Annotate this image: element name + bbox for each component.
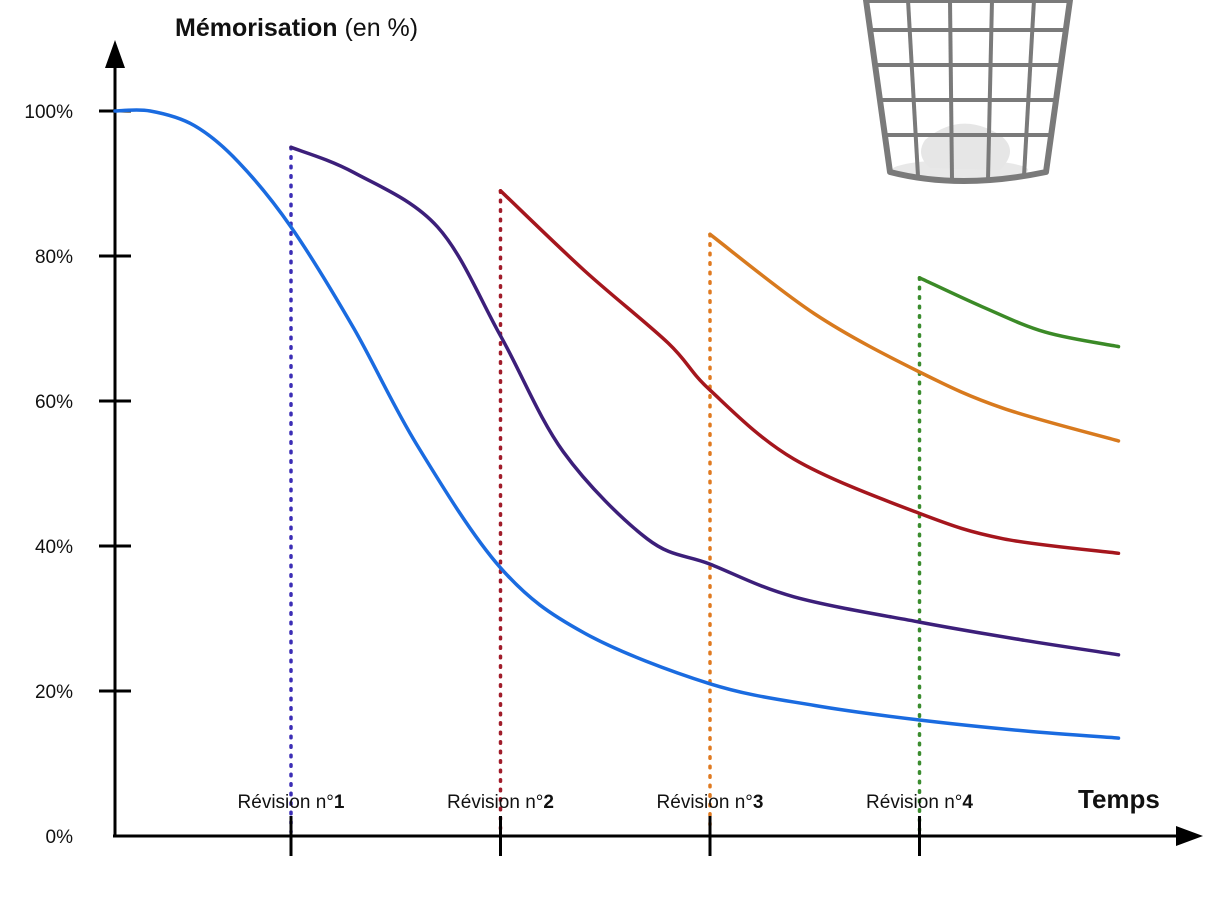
revision-4-label: Révision n°4 bbox=[866, 792, 973, 813]
revision-1-label: Révision n°1 bbox=[238, 792, 345, 813]
x-axis-arrow bbox=[1176, 826, 1203, 846]
y-tick-label: 80% bbox=[35, 247, 73, 268]
chart-title: Mémorisation (en %) bbox=[175, 14, 418, 42]
revision-3-label: Révision n°3 bbox=[657, 792, 764, 813]
y-axis-arrow bbox=[105, 40, 125, 68]
chart-title-rest: (en %) bbox=[338, 14, 419, 42]
revision-label-number: 4 bbox=[962, 792, 973, 813]
revision-label-prefix: Révision n° bbox=[866, 792, 962, 813]
revision-label-prefix: Révision n° bbox=[447, 792, 543, 813]
y-tick-label: 40% bbox=[35, 537, 73, 558]
y-tick-label: 0% bbox=[46, 827, 74, 848]
y-tick-label: 100% bbox=[24, 102, 73, 123]
revision-2-label: Révision n°2 bbox=[447, 792, 554, 813]
axes bbox=[105, 40, 1203, 846]
y-tick-label: 60% bbox=[35, 392, 73, 413]
series-0-line bbox=[113, 108, 1121, 740]
y-tick-label: 20% bbox=[35, 682, 73, 703]
revision-label-number: 1 bbox=[334, 792, 345, 813]
series-3-line bbox=[708, 232, 1121, 443]
chart-title-bold: Mémorisation bbox=[175, 14, 338, 42]
x-axis-label: Temps bbox=[1078, 784, 1160, 814]
series-1-line bbox=[289, 145, 1121, 657]
series-2-line bbox=[498, 189, 1121, 556]
revision-label-number: 3 bbox=[753, 792, 764, 813]
series-4-line bbox=[917, 276, 1121, 349]
revision-label-prefix: Révision n° bbox=[657, 792, 753, 813]
trash-can-icon bbox=[863, 0, 1073, 184]
revision-label-number: 2 bbox=[543, 792, 554, 813]
revision-label-prefix: Révision n° bbox=[238, 792, 334, 813]
